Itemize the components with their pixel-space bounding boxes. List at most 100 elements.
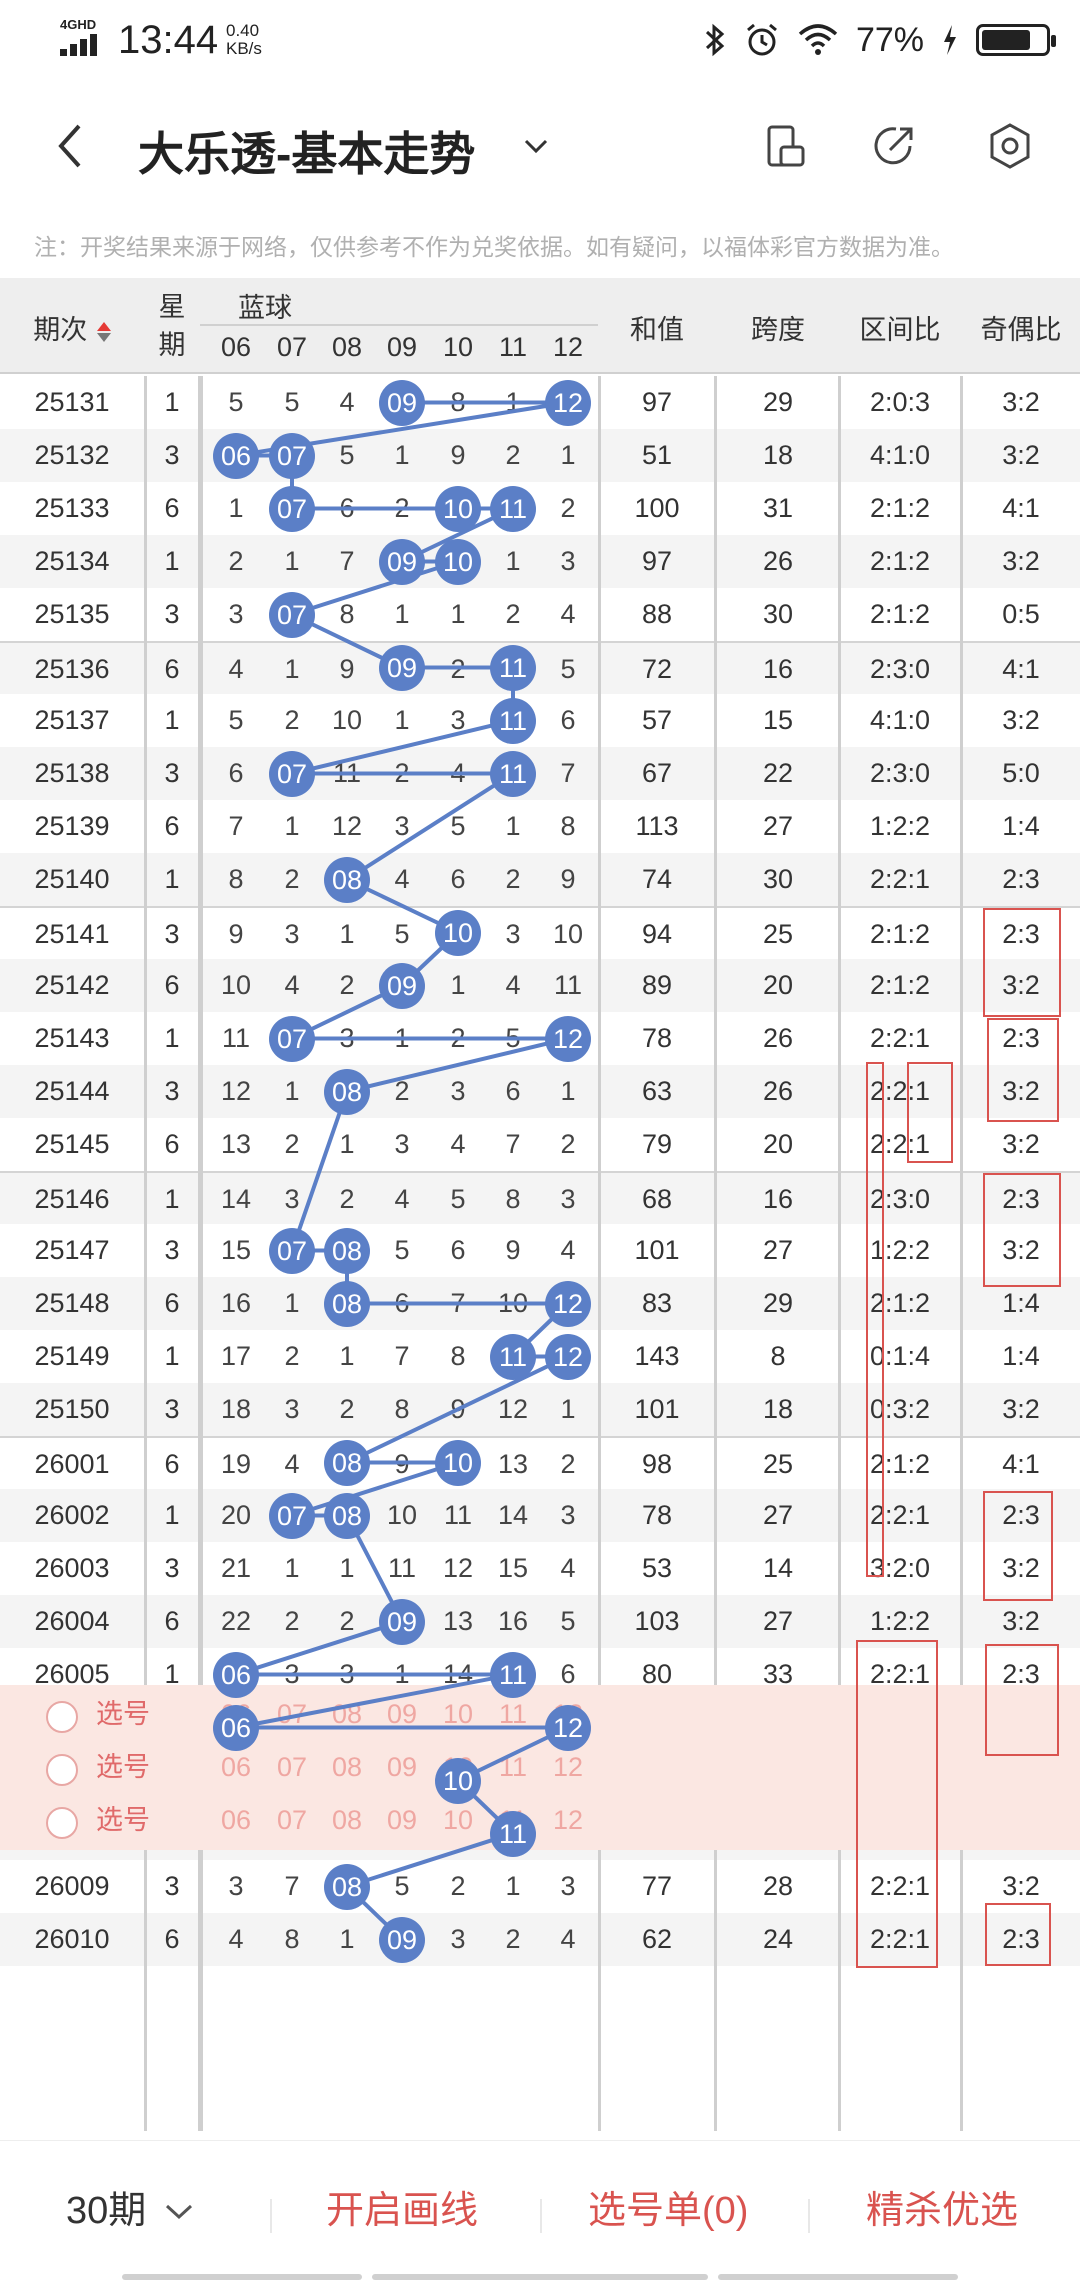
pick-number[interactable]: 09: [386, 1699, 418, 1729]
miss-count-cell: 1: [450, 970, 466, 1000]
pick-radio[interactable]: [46, 1701, 78, 1733]
zone-ratio-cell: 0:1:4: [869, 1341, 931, 1371]
table-row: 25146 1 14 3 2 4 5 8 3 68 16 2:3:0 2:3: [0, 1171, 1080, 1224]
miss-count-cell: 8: [450, 387, 466, 417]
span-cell: 28: [762, 1871, 794, 1901]
miss-count-cell: 11: [443, 1500, 473, 1530]
miss-count-cell: 3: [339, 1023, 355, 1053]
pick-number[interactable]: 06: [220, 1805, 252, 1835]
pick-radio[interactable]: [46, 1807, 78, 1839]
nav-handle: [372, 2274, 708, 2280]
miss-count-cell: 7: [450, 1288, 466, 1318]
period-select[interactable]: 30期: [66, 2179, 195, 2234]
miss-count-cell: 3: [228, 599, 244, 629]
zone-ratio-cell: 2:1:2: [869, 919, 931, 949]
share-button[interactable]: [866, 118, 922, 174]
miss-count-cell: 4: [228, 1924, 244, 1954]
sum-cell: 77: [641, 1871, 673, 1901]
zone-ratio-cell: 4:1:0: [869, 440, 931, 470]
blue-ball: 07: [269, 1015, 315, 1062]
pick-radio[interactable]: [46, 1754, 78, 1786]
zone-ratio-cell: 2:2:1: [869, 1500, 931, 1530]
sum-cell: 97: [641, 387, 673, 417]
blue-ball: 09: [379, 644, 425, 691]
pick-label[interactable]: 选号: [96, 1805, 150, 1835]
pick-number[interactable]: 07: [276, 1699, 308, 1729]
pick-number[interactable]: 10: [442, 1699, 474, 1729]
miss-count-cell: 7: [228, 811, 244, 841]
signal-icon: [60, 34, 102, 56]
miss-count-cell: 4: [560, 1235, 576, 1265]
blue-ball: 11: [490, 697, 536, 744]
page-title[interactable]: 大乐透-基本走势: [138, 128, 476, 180]
miss-count-cell: 20: [220, 1500, 252, 1530]
nav-handle: [718, 2274, 958, 2280]
sum-cell: 53: [641, 1553, 673, 1583]
pick-label[interactable]: 选号: [96, 1699, 150, 1729]
odd-even-cell: 3:2: [1002, 1871, 1040, 1901]
miss-count-cell: 1: [284, 1076, 300, 1106]
miss-count-cell: 3: [560, 1184, 576, 1214]
pick-number[interactable]: 08: [331, 1699, 363, 1729]
header-period[interactable]: 期次: [0, 308, 144, 347]
odd-even-cell: 1:4: [1002, 811, 1040, 841]
miss-count-cell: 5: [339, 440, 355, 470]
draw-line-button[interactable]: 开启画线: [326, 2190, 479, 2232]
miss-count-cell: 1: [284, 1553, 300, 1583]
sum-cell: 79: [641, 1129, 673, 1159]
odd-even-cell: 5:0: [1002, 758, 1040, 788]
pick-number[interactable]: 09: [386, 1805, 418, 1835]
pick-list-button[interactable]: 选号单(0): [588, 2190, 749, 2232]
weekday-cell: 6: [164, 1606, 180, 1636]
pick-number[interactable]: 07: [276, 1752, 308, 1782]
column-divider: [200, 376, 203, 2131]
span-cell: 29: [762, 387, 794, 417]
sum-cell: 143: [634, 1341, 680, 1371]
span-cell: 25: [762, 1449, 794, 1479]
back-button[interactable]: [44, 116, 94, 176]
miss-count-cell: 2: [339, 1606, 355, 1636]
miss-count-cell: 3: [560, 546, 576, 576]
span-cell: 27: [762, 811, 794, 841]
pick-number[interactable]: 08: [331, 1752, 363, 1782]
header-blue-ball: 蓝球: [238, 293, 292, 323]
sum-cell: 57: [641, 705, 673, 735]
span-cell: 8: [770, 1341, 786, 1371]
user-annotation-box: [983, 1491, 1053, 1601]
weekday-cell: 6: [164, 970, 180, 1000]
chevron-down-icon[interactable]: [518, 128, 554, 164]
pick-number[interactable]: 08: [331, 1805, 363, 1835]
sum-cell: 103: [634, 1606, 680, 1636]
miss-count-cell: 1: [284, 546, 300, 576]
miss-count-cell: 2: [339, 1394, 355, 1424]
zone-ratio-cell: 2:2:1: [869, 1129, 931, 1159]
miss-count-cell: 5: [450, 811, 466, 841]
wifi-icon: [798, 24, 838, 55]
pick-label[interactable]: 选号: [96, 1752, 150, 1782]
settings-button[interactable]: [982, 118, 1038, 174]
premium-pick-button[interactable]: 精杀优选: [866, 2190, 1019, 2232]
pick-number[interactable]: 09: [386, 1752, 418, 1782]
period-cell: 25145: [34, 1129, 110, 1159]
zone-ratio-cell: 2:0:3: [869, 387, 931, 417]
table-row: 25150 3 18 3 2 8 9 12 1 101 18 0:3:2 3:2: [0, 1383, 1080, 1436]
pick-number[interactable]: 06: [220, 1752, 252, 1782]
miss-count-cell: 5: [560, 1606, 576, 1636]
period-cell: 25132: [34, 440, 110, 470]
pick-number[interactable]: 07: [276, 1805, 308, 1835]
miss-count-cell: 1: [560, 440, 576, 470]
miss-count-cell: 11: [387, 1553, 417, 1583]
miss-count-cell: 2: [284, 1129, 300, 1159]
miss-count-cell: 7: [505, 1129, 521, 1159]
miss-count-cell: 12: [442, 1553, 474, 1583]
header-span: 跨度: [751, 315, 805, 345]
odd-even-cell: 2:3: [1002, 864, 1040, 894]
blue-ball: 12: [545, 1704, 591, 1751]
miss-count-cell: 4: [284, 970, 300, 1000]
pick-number[interactable]: 12: [552, 1805, 584, 1835]
miss-count-cell: 3: [560, 1871, 576, 1901]
miss-count-cell: 7: [339, 546, 355, 576]
phone-orientation-button[interactable]: [756, 118, 812, 174]
miss-count-cell: 2: [394, 758, 410, 788]
pick-number[interactable]: 11: [498, 1752, 528, 1782]
